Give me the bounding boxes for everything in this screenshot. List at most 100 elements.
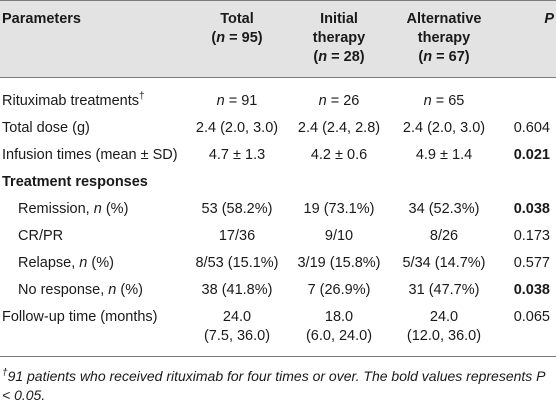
cell-alternative: 5/34 (14.7%) — [402, 255, 486, 271]
relapse-label: Relapse, — [18, 255, 80, 271]
header-initial: Initial therapy (n = 28) — [292, 0, 386, 78]
header-alternative-n: n — [423, 49, 433, 65]
cell-initial: n = 26 — [292, 78, 386, 116]
header-p: P — [502, 0, 556, 78]
rituximab-alt: = 65 — [431, 93, 465, 109]
cell-initial: 7 (26.9%) — [307, 282, 371, 298]
percent-label: (%) — [87, 255, 114, 271]
cell-alternative: 24.0 (12.0, 36.0) — [386, 304, 502, 357]
followup-initial-median: 18.0 — [324, 309, 354, 325]
row-label: Relapse, n (%) — [0, 250, 182, 277]
header-alternative-line3: (n = 67) — [388, 48, 500, 67]
header-initial-count: = 28) — [327, 49, 365, 65]
header-total: Total (n = 95) — [182, 0, 292, 78]
header-p-label: P — [544, 11, 554, 27]
cell-p-significant: 0.038 — [513, 282, 550, 298]
cell-p — [502, 78, 556, 116]
cell-alternative: 2.4 (2.0, 3.0) — [402, 120, 486, 136]
cell-p: 0.065 — [502, 304, 556, 357]
table-row: Infusion times (mean ± SD) 4.7 ± 1.3 4.2… — [0, 142, 556, 169]
cell-alternative: 34 (52.3%) — [408, 201, 480, 217]
cell-total: 24.0 (7.5, 36.0) — [182, 304, 292, 357]
followup-total-range: (7.5, 36.0) — [203, 328, 271, 344]
row-label: Follow-up time (months) — [0, 304, 182, 357]
followup-total-median: 24.0 — [222, 309, 252, 325]
followup-alt-range: (12.0, 36.0) — [406, 328, 482, 344]
header-initial-line3: (n = 28) — [294, 48, 384, 67]
footnote-text: 91 patients who received rituximab for f… — [2, 368, 546, 403]
n-var: n — [423, 93, 432, 109]
table-row: CR/PR 17/36 9/10 8/26 0.173 — [0, 223, 556, 250]
cell-initial: 3/19 (15.8%) — [297, 255, 381, 271]
n-var: n — [318, 93, 327, 109]
row-label: Rituximab treatments† — [0, 78, 182, 116]
table-row: No response, n (%) 38 (41.8%) 7 (26.9%) … — [0, 277, 556, 304]
header-initial-n: n — [318, 49, 328, 65]
percent-label: (%) — [101, 201, 129, 217]
row-label: No response, n (%) — [0, 277, 182, 304]
section-treatment-responses: Treatment responses — [2, 174, 148, 190]
followup-alt-median: 24.0 — [429, 309, 459, 325]
cell-initial: 4.2 ± 0.6 — [310, 147, 368, 163]
cell-total: 2.4 (2.0, 3.0) — [195, 120, 279, 136]
cell-p: 0.577 — [513, 255, 550, 271]
cell-alternative: 8/26 — [429, 228, 459, 244]
header-initial-open: ( — [313, 49, 319, 65]
rituximab-label: Rituximab treatments — [2, 93, 139, 109]
cell-alternative: n = 65 — [386, 78, 502, 116]
results-table: Parameters Total (n = 95) Initial therap… — [0, 0, 556, 357]
cell-alternative: 4.9 ± 1.4 — [415, 147, 473, 163]
cell-total: 53 (58.2%) — [201, 201, 273, 217]
no-response-label: No response, — [18, 282, 109, 298]
header-total-n: n — [216, 30, 226, 46]
cell-initial: 9/10 — [324, 228, 354, 244]
cell-initial: 18.0 (6.0, 24.0) — [292, 304, 386, 357]
row-label: CR/PR — [18, 228, 64, 244]
header-total-line2: (n = 95) — [184, 29, 290, 48]
cell-alternative: 31 (47.7%) — [408, 282, 480, 298]
row-label: Infusion times (mean ± SD) — [2, 147, 178, 163]
header-alternative: Alternative therapy (n = 67) — [386, 0, 502, 78]
header-parameters-label: Parameters — [2, 11, 81, 27]
n-var: n — [216, 93, 225, 109]
cell-p: 0.604 — [513, 120, 550, 136]
cell-p: 0.173 — [513, 228, 550, 244]
n-var: n — [108, 282, 117, 298]
header-initial-line1: Initial — [320, 11, 358, 27]
header-alternative-line1: Alternative — [406, 11, 482, 27]
table-row: Relapse, n (%) 8/53 (15.1%) 3/19 (15.8%)… — [0, 250, 556, 277]
n-var: n — [93, 201, 102, 217]
followup-initial-range: (6.0, 24.0) — [305, 328, 373, 344]
footnote-dagger: † — [2, 367, 8, 379]
rituximab-initial: = 26 — [326, 93, 360, 109]
cell-total: n = 91 — [182, 78, 292, 116]
row-label: Total dose (g) — [2, 120, 90, 136]
dagger-mark: † — [139, 91, 145, 103]
cell-p-significant: 0.038 — [513, 201, 550, 217]
header-parameters: Parameters — [0, 0, 182, 78]
header-total-open: ( — [211, 30, 217, 46]
header-alternative-open: ( — [418, 49, 424, 65]
table-row: Remission, n (%) 53 (58.2%) 19 (73.1%) 3… — [0, 196, 556, 223]
n-var: n — [79, 255, 88, 271]
table-row: Total dose (g) 2.4 (2.0, 3.0) 2.4 (2.4, … — [0, 115, 556, 142]
cell-initial: 2.4 (2.4, 2.8) — [297, 120, 381, 136]
cell-total: 17/36 — [218, 228, 256, 244]
table-row: Rituximab treatments† n = 91 n = 26 n = … — [0, 78, 556, 116]
row-label: Remission, n (%) — [0, 196, 182, 223]
cell-total: 4.7 ± 1.3 — [208, 147, 266, 163]
table-row: Follow-up time (months) 24.0 (7.5, 36.0)… — [0, 304, 556, 357]
table-footnote: †91 patients who received rituximab for … — [0, 357, 556, 405]
header-total-line1: Total — [220, 11, 254, 27]
header-total-count: = 95) — [225, 30, 263, 46]
results-table-container: Parameters Total (n = 95) Initial therap… — [0, 0, 556, 357]
section-row: Treatment responses — [0, 169, 556, 196]
cell-total: 38 (41.8%) — [201, 282, 273, 298]
header-alternative-line2: therapy — [417, 30, 471, 46]
header-initial-line2: therapy — [312, 30, 366, 46]
percent-label: (%) — [116, 282, 143, 298]
cell-total: 8/53 (15.1%) — [195, 255, 279, 271]
table-header-row: Parameters Total (n = 95) Initial therap… — [0, 0, 556, 78]
cell-initial: 19 (73.1%) — [303, 201, 375, 217]
header-alternative-count: = 67) — [432, 49, 470, 65]
